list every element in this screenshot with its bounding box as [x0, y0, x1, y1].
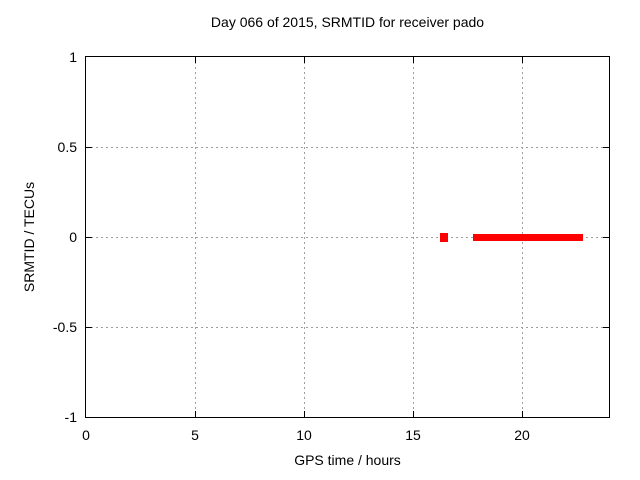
x-tick-mark-top — [413, 57, 414, 63]
y-tick-mark-left — [86, 147, 92, 148]
x-tick-label: 20 — [514, 427, 530, 443]
x-tick-label: 15 — [405, 427, 421, 443]
x-tick-label: 0 — [82, 427, 90, 443]
y-tick-label: -0.5 — [52, 319, 77, 335]
y-tick-label: 0 — [69, 229, 77, 245]
x-tick-mark-bottom — [304, 411, 305, 417]
x-tick-label: 10 — [296, 427, 312, 443]
data-segment — [473, 234, 583, 241]
x-tick-mark-top — [522, 57, 523, 63]
x-tick-mark-top — [195, 57, 196, 63]
data-segment — [440, 233, 448, 242]
y-gridline — [86, 327, 609, 328]
x-tick-mark-top — [304, 57, 305, 63]
x-axis-label: GPS time / hours — [294, 452, 401, 468]
y-tick-mark-right — [603, 237, 609, 238]
y-gridline — [86, 237, 609, 238]
x-tick-mark-bottom — [413, 411, 414, 417]
x-tick-mark-bottom — [522, 411, 523, 417]
y-tick-mark-left — [86, 237, 92, 238]
chart-title: Day 066 of 2015, SRMTID for receiver pad… — [210, 14, 485, 30]
y-tick-label: 1 — [69, 49, 77, 65]
y-tick-mark-right — [603, 147, 609, 148]
plot-area — [85, 56, 610, 418]
y-gridline — [86, 147, 609, 148]
y-tick-mark-left — [86, 327, 92, 328]
x-tick-mark-bottom — [195, 411, 196, 417]
x-tick-label: 5 — [191, 427, 199, 443]
y-tick-label: -1 — [64, 409, 77, 425]
y-tick-mark-right — [603, 327, 609, 328]
y-tick-label: 0.5 — [57, 139, 77, 155]
